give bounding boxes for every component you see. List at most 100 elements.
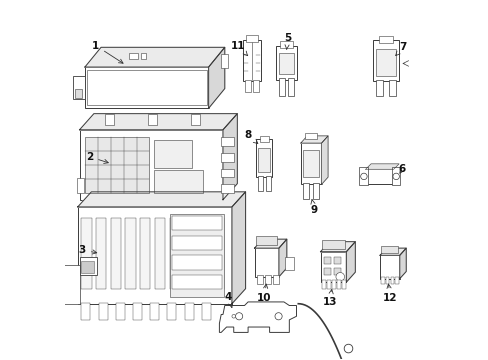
Text: 12: 12 [383, 284, 397, 303]
Text: 5: 5 [284, 33, 290, 49]
Bar [333, 257, 341, 264]
Bar [333, 268, 341, 275]
Circle shape [231, 315, 235, 318]
Bar [221, 168, 233, 177]
Bar [265, 275, 270, 284]
Bar [258, 148, 270, 172]
Bar [305, 133, 317, 139]
Bar [81, 218, 91, 289]
Polygon shape [300, 136, 327, 143]
Text: 8: 8 [244, 130, 257, 144]
Bar [337, 280, 340, 289]
Bar [140, 218, 150, 289]
Bar [390, 277, 393, 284]
Polygon shape [346, 242, 355, 282]
Bar [395, 277, 398, 284]
Polygon shape [399, 248, 406, 279]
Polygon shape [379, 248, 406, 255]
Bar [221, 54, 228, 68]
Text: 7: 7 [395, 42, 406, 55]
Bar [255, 237, 277, 246]
Polygon shape [320, 242, 355, 252]
Bar [379, 255, 399, 279]
Bar [280, 41, 292, 48]
Bar [167, 303, 176, 320]
Bar [150, 303, 159, 320]
Bar [199, 218, 209, 289]
Text: 2: 2 [86, 152, 108, 163]
Circle shape [392, 173, 399, 180]
Bar [320, 252, 346, 282]
Bar [265, 176, 270, 192]
Bar [77, 178, 83, 193]
Polygon shape [208, 47, 224, 108]
Bar [169, 218, 180, 289]
Bar [85, 67, 208, 108]
Bar [110, 218, 121, 289]
Bar [184, 218, 194, 289]
Bar [278, 53, 293, 74]
Bar [375, 80, 382, 96]
Bar [125, 218, 136, 289]
Bar [116, 303, 124, 320]
Polygon shape [231, 192, 245, 304]
Bar [172, 235, 222, 250]
Bar [153, 140, 191, 167]
Bar [73, 76, 85, 99]
Bar [191, 114, 200, 125]
Bar [273, 275, 278, 284]
Bar [81, 303, 90, 320]
Bar [221, 184, 233, 193]
Bar [372, 40, 398, 81]
Bar [359, 167, 367, 185]
Bar [133, 303, 142, 320]
Text: 3: 3 [79, 245, 97, 255]
Bar [81, 261, 94, 273]
Bar [258, 176, 262, 192]
Bar [259, 136, 269, 142]
Bar [85, 137, 149, 193]
Text: 11: 11 [231, 41, 247, 56]
Bar [254, 248, 278, 277]
Polygon shape [223, 114, 237, 200]
Circle shape [274, 313, 282, 320]
Bar [96, 218, 106, 289]
Bar [99, 303, 107, 320]
Circle shape [344, 344, 352, 353]
Bar [276, 45, 296, 80]
Bar [322, 280, 325, 289]
Bar [381, 277, 384, 284]
Bar [322, 240, 344, 249]
Bar [313, 183, 319, 199]
Bar [287, 78, 293, 96]
Polygon shape [219, 302, 296, 332]
Text: 1: 1 [92, 41, 123, 63]
Bar [285, 257, 293, 270]
Circle shape [335, 273, 344, 281]
Polygon shape [321, 136, 327, 184]
Text: 13: 13 [322, 289, 336, 307]
Polygon shape [365, 164, 398, 169]
Bar [246, 35, 257, 42]
Bar [128, 53, 138, 59]
Bar [300, 143, 321, 184]
Bar [56, 265, 80, 304]
Bar [324, 257, 330, 264]
Bar [86, 70, 206, 105]
Bar [332, 280, 335, 289]
Bar [78, 207, 231, 304]
Bar [221, 153, 233, 162]
Bar [172, 255, 222, 270]
Text: 10: 10 [257, 284, 271, 303]
Polygon shape [278, 239, 286, 277]
Bar [80, 130, 223, 200]
Text: 9: 9 [310, 200, 317, 216]
Bar [141, 53, 146, 59]
Bar [202, 303, 210, 320]
Bar [172, 216, 222, 230]
Polygon shape [80, 114, 237, 130]
Bar [278, 78, 284, 96]
Bar [324, 268, 330, 275]
Bar [257, 275, 263, 284]
Bar [378, 36, 392, 42]
